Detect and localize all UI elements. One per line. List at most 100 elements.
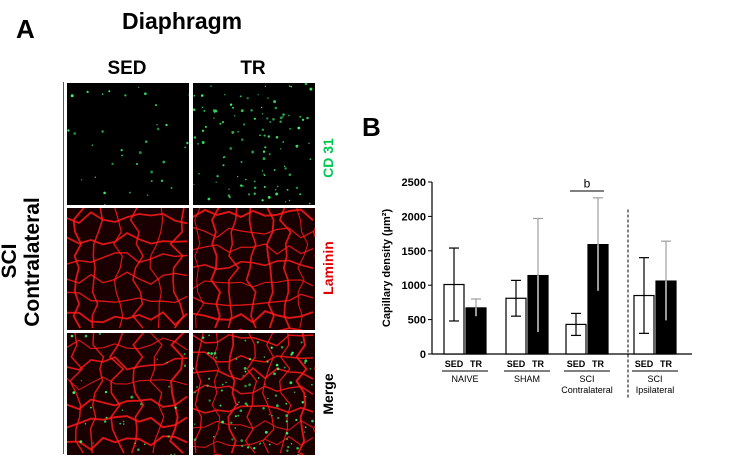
y-tick-label: 500 [408,315,426,327]
group-label-sci: SCI [0,243,21,279]
cd31-signal-dot [67,129,70,132]
y-tick-label: 0 [420,349,426,361]
cd31-signal-dot [219,404,222,407]
cd31-signal-dot [193,136,197,139]
cd31-signal-dot [221,420,225,424]
cd31-signal-dot [253,180,256,183]
cd31-signal-dot [268,443,271,446]
cd31-signal-dot [303,361,307,365]
fiber-boundary [227,333,238,454]
cd31-signal-dot [285,420,288,423]
cd31-signal-dot [223,156,226,158]
fiber-boundary [312,365,315,433]
fiber-boundary [149,333,165,454]
fiber-boundary [67,311,188,327]
fiber-boundary [67,376,188,391]
fiber-boundary [72,208,85,329]
fiber-boundary [193,333,314,347]
bar-category-label: TR [660,359,672,369]
group-label-contralateral: Contralateral [21,197,44,327]
cd31-signal-dot [73,132,77,135]
cd31-signal-dot [311,383,313,386]
cd31-signal-dot [244,384,247,388]
cd31-signal-dot [144,140,148,143]
cd31-signal-dot [299,193,302,196]
cd31-signal-dot [275,363,279,367]
cd31-signal-dot [210,85,212,87]
fiber-boundary [245,208,257,329]
cd31-signal-dot [70,334,74,338]
y-tick-label: 1000 [402,280,426,292]
cd31-signal-dot [139,402,143,406]
cd31-signal-dot [103,191,106,195]
cd31-signal-dot [183,364,187,367]
cd31-signal-dot [206,384,209,387]
fiber-boundary [149,208,164,329]
cd31-signal-dot [201,129,205,132]
cd31-signal-dot [207,197,211,201]
fiber-boundary [193,351,314,363]
cd31-signal-dot [98,333,102,336]
cd31-signal-dot [293,391,296,394]
fiber-boundary [193,279,314,290]
micrograph-sed-cd31 [66,82,190,206]
bar-category-label: SED [567,359,586,369]
cd31-signal-dot [237,414,240,417]
cd31-signal-dot [241,444,244,448]
cd31-signal-dot [184,146,186,149]
cd31-signal-dot [286,438,289,441]
bar-category-label: SED [635,359,654,369]
cd31-signal-dot [150,180,153,183]
cd31-signal-dot [279,120,282,123]
cd31-signal-dot [267,135,271,138]
cd31-signal-dot [304,359,308,363]
fiber-boundary [193,243,314,255]
cd31-signal-dot [275,136,279,139]
cd31-signal-dot [119,422,122,425]
cd31-signal-dot [237,130,239,133]
fiber-boundary [67,435,188,451]
cd31-signal-dot [269,120,272,124]
cd31-signal-dot [259,443,261,445]
cd31-signal-dot [247,193,251,196]
cd31-signal-dot [308,142,310,144]
cd31-signal-dot [276,185,279,188]
fiber-boundary [67,415,188,429]
cd31-signal-dot [274,394,278,397]
fiber-boundary [112,208,124,329]
group-name-line2: Ipsilateral [636,385,675,395]
cd31-signal-dot [208,399,211,402]
cd31-signal-dot [136,163,138,165]
cd31-signal-dot [301,118,305,121]
fiber-boundary [67,356,188,371]
cd31-signal-dot [80,379,83,382]
cd31-signal-dot [103,420,107,423]
cd31-signal-dot [282,140,285,143]
cd31-signal-dot [174,406,177,410]
cd31-signal-dot [262,150,266,153]
cd31-signal-dot [208,377,211,380]
cd31-signal-dot [150,170,154,174]
cd31-signal-dot [203,109,206,112]
fiber-boundary [91,208,104,329]
cd31-signal-dot [204,125,207,128]
column-label-tr: TR [240,58,266,79]
fiber-boundary [169,333,185,454]
cd31-signal-dot [138,151,142,155]
cd31-signal-dot [285,402,288,405]
cd31-signal-dot [262,407,265,410]
cd31-signal-dot [273,168,276,172]
cd31-signal-dot [304,83,308,86]
cd31-signal-dot [263,173,265,175]
cd31-signal-dot [231,438,234,441]
cd31-signal-dot [84,423,87,425]
cd31-signal-dot [244,370,247,373]
cd31-signal-dot [183,353,186,356]
cd31-signal-dot [261,199,264,202]
cd31-signal-dot [273,100,277,104]
cd31-signal-dot [144,92,147,96]
cd31-signal-dot [257,377,260,379]
cd31-signal-dot [247,446,250,449]
cd31-signal-dot [215,181,217,183]
cd31-signal-dot [234,427,237,429]
